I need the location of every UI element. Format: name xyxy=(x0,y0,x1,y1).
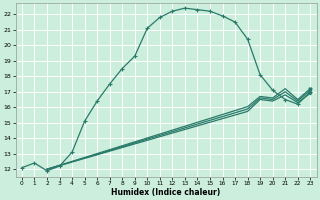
X-axis label: Humidex (Indice chaleur): Humidex (Indice chaleur) xyxy=(111,188,221,197)
